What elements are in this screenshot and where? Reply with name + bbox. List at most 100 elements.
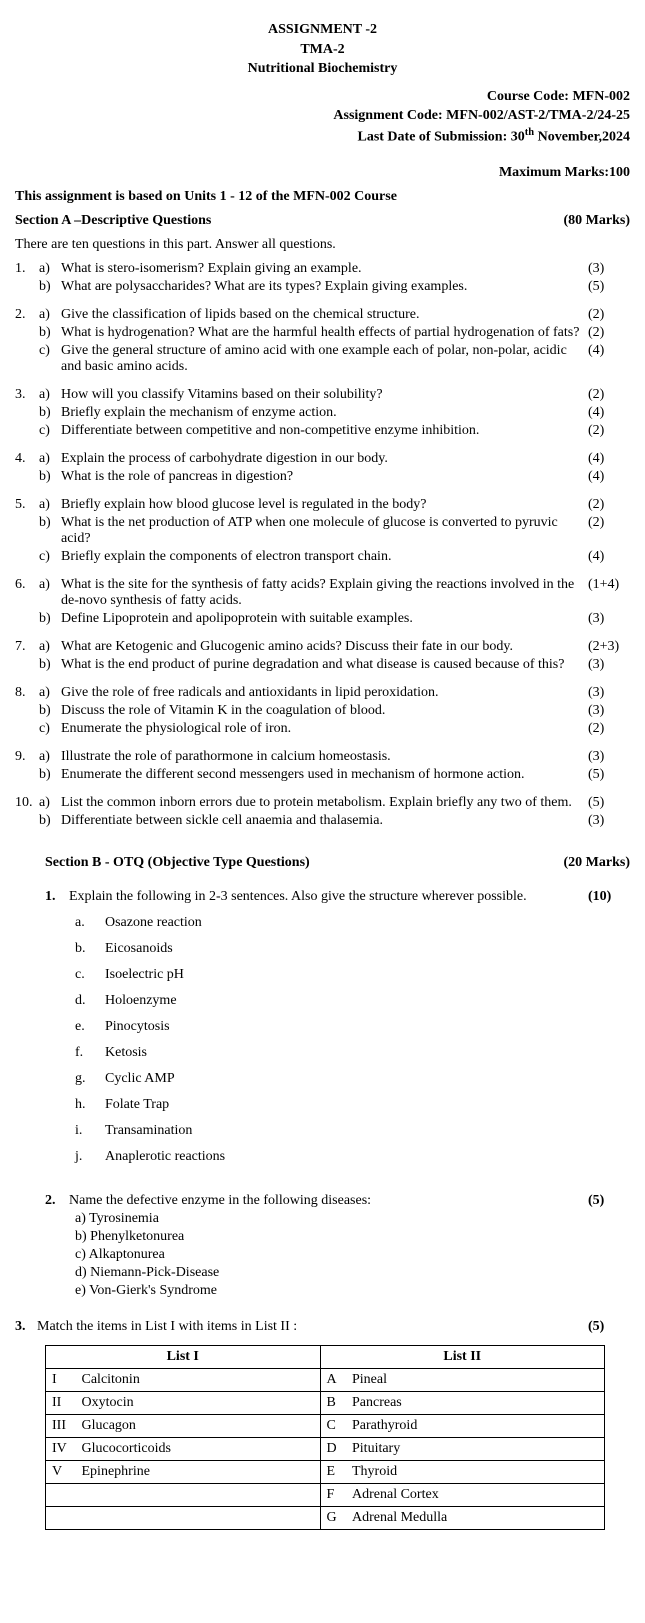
question-sub: a) [39, 795, 61, 811]
otq-item-letter: g. [75, 1071, 105, 1087]
question-sub: c) [39, 549, 61, 565]
question-row: c)Give the general structure of amino ac… [15, 343, 630, 375]
match-row: VEpinephrineEThyroid [46, 1461, 605, 1484]
otq-item-term: Anaplerotic reactions [105, 1149, 630, 1165]
section-a-questions: 1.a)What is stero-isomerism? Explain giv… [15, 261, 630, 839]
course-info: Course Code: MFN-002 Assignment Code: MF… [15, 87, 630, 147]
subject-title: Nutritional Biochemistry [15, 59, 630, 79]
question-marks: (2) [588, 497, 630, 513]
otq-item-letter: i. [75, 1123, 105, 1139]
otq-item: d.Holoenzyme [75, 993, 630, 1009]
question-row: b)What is hydrogenation? What are the ha… [15, 325, 630, 341]
otq-q2-num: 2. [45, 1193, 69, 1209]
question-text: How will you classify Vitamins based on … [61, 387, 588, 403]
question-marks: (5) [588, 767, 630, 783]
otq-item-term: Holoenzyme [105, 993, 630, 1009]
max-marks: Maximum Marks:100 [15, 165, 630, 181]
disease-item: e) Von-Gierk's Syndrome [75, 1283, 630, 1299]
otq-item: g.Cyclic AMP [75, 1071, 630, 1087]
match-header-2: List II [320, 1346, 605, 1369]
question-row: b)Differentiate between sickle cell anae… [15, 813, 630, 829]
question-sub: b) [39, 325, 61, 341]
question-sub: a) [39, 307, 61, 323]
question-number: 10. [15, 795, 39, 811]
otq-item-letter: f. [75, 1045, 105, 1061]
question-row: b)Define Lipoprotein and apolipoprotein … [15, 611, 630, 627]
otq-item: e.Pinocytosis [75, 1019, 630, 1035]
otq-q3-text: Match the items in List I with items in … [37, 1319, 588, 1335]
otq-q2-text: Name the defective enzyme in the followi… [69, 1193, 588, 1209]
question-row: 2.a)Give the classification of lipids ba… [15, 307, 630, 323]
otq-q3: 3. Match the items in List I with items … [15, 1319, 630, 1335]
submission-date: Last Date of Submission: 30th November,2… [15, 126, 630, 147]
otq-q1-marks: (10) [588, 889, 630, 905]
assignment-title: ASSIGNMENT -2 [15, 20, 630, 40]
question-number: 5. [15, 497, 39, 513]
section-a-instruction: There are ten questions in this part. An… [15, 237, 630, 253]
match-letter: F [320, 1484, 346, 1507]
question-marks: (3) [588, 657, 630, 673]
match-row: ICalcitoninAPineal [46, 1369, 605, 1392]
otq-item-term: Ketosis [105, 1045, 630, 1061]
otq-item: i.Transamination [75, 1123, 630, 1139]
match-letter: A [320, 1369, 346, 1392]
otq-item-term: Isoelectric pH [105, 967, 630, 983]
question-text: What is the site for the synthesis of fa… [61, 577, 588, 609]
question-text: Briefly explain how blood glucose level … [61, 497, 588, 513]
question-number: 3. [15, 387, 39, 403]
question-text: What are Ketogenic and Glucogenic amino … [61, 639, 588, 655]
otq-item: c.Isoelectric pH [75, 967, 630, 983]
otq-item: j.Anaplerotic reactions [75, 1149, 630, 1165]
match-roman: III [46, 1415, 76, 1438]
match-row: IIIGlucagonCParathyroid [46, 1415, 605, 1438]
match-roman: V [46, 1461, 76, 1484]
question-text: What is the role of pancreas in digestio… [61, 469, 588, 485]
question-row: b)What are polysaccharides? What are its… [15, 279, 630, 295]
question-sub: b) [39, 469, 61, 485]
disease-item: c) Alkaptonurea [75, 1247, 630, 1263]
section-b-marks: (20 Marks) [564, 855, 631, 871]
match-header-1: List I [46, 1346, 321, 1369]
match-letter: G [320, 1507, 346, 1530]
question-marks: (2) [588, 515, 630, 531]
match-row: FAdrenal Cortex [46, 1484, 605, 1507]
question-sub: a) [39, 639, 61, 655]
section-b-header: Section B - OTQ (Objective Type Question… [45, 855, 630, 871]
question-text: Illustrate the role of parathormone in c… [61, 749, 588, 765]
otq-item: h.Folate Trap [75, 1097, 630, 1113]
otq-q1: 1. Explain the following in 2-3 sentence… [45, 889, 630, 905]
question-row: b)What is the net production of ATP when… [15, 515, 630, 547]
match-letter: C [320, 1415, 346, 1438]
otq-q1-num: 1. [45, 889, 69, 905]
question-text: Define Lipoprotein and apolipoprotein wi… [61, 611, 588, 627]
match-list2-name: Parathyroid [346, 1415, 605, 1438]
otq-item-term: Pinocytosis [105, 1019, 630, 1035]
question-row: b)Briefly explain the mechanism of enzym… [15, 405, 630, 421]
question-marks: (2+3) [588, 639, 630, 655]
section-a-marks: (80 Marks) [564, 213, 631, 229]
otq-item-letter: b. [75, 941, 105, 957]
question-text: What is stero-isomerism? Explain giving … [61, 261, 588, 277]
otq-item-letter: a. [75, 915, 105, 931]
match-roman [46, 1507, 76, 1530]
question-marks: (3) [588, 685, 630, 701]
question-marks: (4) [588, 405, 630, 421]
match-list1-name [76, 1484, 321, 1507]
otq-item-letter: h. [75, 1097, 105, 1113]
question-row: c)Differentiate between competitive and … [15, 423, 630, 439]
section-b-title: Section B - OTQ (Objective Type Question… [45, 855, 310, 871]
question-marks: (2) [588, 387, 630, 403]
otq-q3-num: 3. [15, 1319, 37, 1335]
otq-q1-text: Explain the following in 2-3 sentences. … [69, 889, 588, 905]
question-marks: (2) [588, 423, 630, 439]
otq-q3-marks: (5) [588, 1319, 630, 1335]
match-list1-name: Glucocorticoids [76, 1438, 321, 1461]
question-sub: c) [39, 343, 61, 359]
question-marks: (3) [588, 611, 630, 627]
otq-item-term: Eicosanoids [105, 941, 630, 957]
question-row: 4.a)Explain the process of carbohydrate … [15, 451, 630, 467]
match-list2-name: Adrenal Medulla [346, 1507, 605, 1530]
question-sub: b) [39, 767, 61, 783]
match-roman: II [46, 1392, 76, 1415]
question-sub: a) [39, 261, 61, 277]
